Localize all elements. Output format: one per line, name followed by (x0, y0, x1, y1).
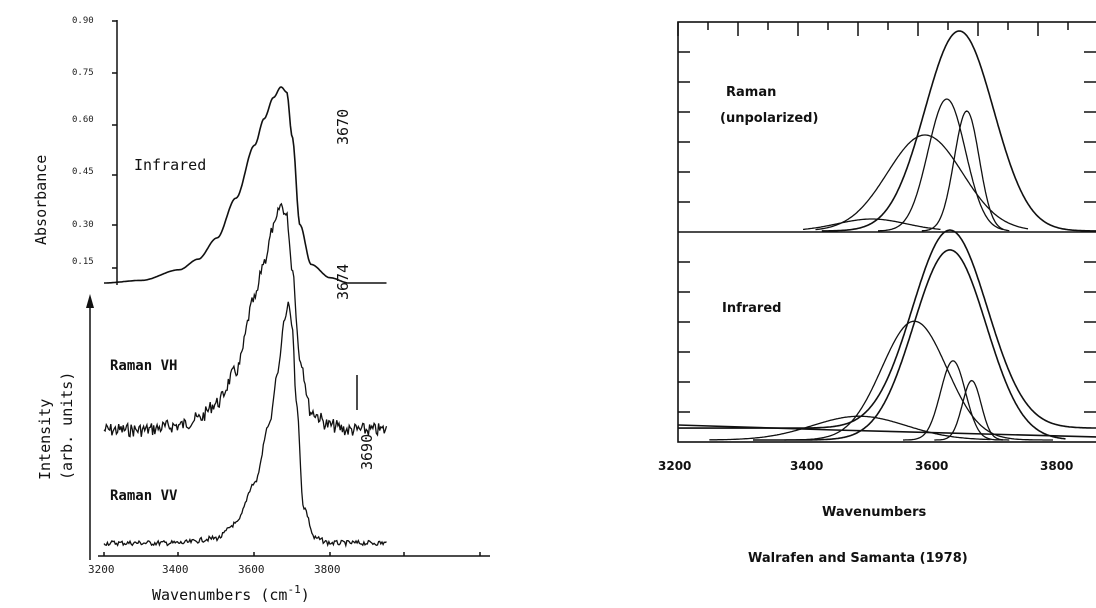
right-infrared-label: Infrared (722, 301, 781, 316)
left-x-ticks (103, 552, 481, 556)
left-x-tick-3600: 3600 (238, 563, 265, 576)
peak-label-3690: 3690 (358, 434, 376, 470)
raman-component-1 (815, 134, 1029, 231)
peak-label-3674: 3674 (334, 264, 352, 300)
absorbance-ticks (112, 20, 117, 269)
infrared-fit-curve (753, 249, 1066, 441)
right-panel: Raman (unpolarized) Infrared 3200 3400 3… (658, 21, 1096, 566)
raman-vh-label: Raman VH (110, 358, 177, 374)
right-x-tick-3800: 3800 (1040, 459, 1073, 473)
right-x-tick-3200: 3200 (658, 459, 691, 473)
infrared-component-3 (934, 379, 1010, 441)
abs-tick-5: 0.15 (72, 257, 94, 267)
abs-tick-1: 0.75 (72, 68, 94, 78)
infrared-component-4 (709, 415, 991, 441)
peak-label-3670: 3670 (334, 109, 352, 145)
raman-unpolarized-label: (unpolarized) (720, 111, 818, 126)
infrared-curve (104, 86, 387, 284)
right-caption: Walrafen and Samanta (1978) (748, 551, 968, 566)
infrared-envelope-curve (678, 229, 1096, 429)
intensity-axis-label-2: (arb. units) (58, 372, 76, 480)
left-x-axis-label: Wavenumbers (cm-1) (152, 583, 310, 604)
intensity-axis-arrow (86, 294, 94, 308)
raman-envelope-curve (821, 30, 1096, 232)
left-panel: 0.90 0.75 0.60 0.45 0.30 0.15 Absorbance… (32, 16, 490, 604)
raman-component-4 (802, 218, 941, 231)
right-frame-ticks (677, 22, 1096, 413)
raman-component-2 (878, 98, 1004, 232)
infrared-label: Infrared (134, 156, 206, 174)
intensity-axis-label-1: Intensity (36, 399, 54, 480)
infrared-baseline (677, 424, 1096, 438)
abs-tick-2: 0.60 (72, 115, 94, 125)
infrared-component-1 (784, 320, 1053, 441)
left-x-tick-3800: 3800 (314, 563, 341, 576)
abs-tick-3: 0.45 (72, 167, 94, 177)
left-x-tick-3200: 3200 (88, 563, 115, 576)
abs-tick-0: 0.90 (72, 16, 94, 26)
raman-component-3 (921, 110, 1010, 232)
right-x-tick-3400: 3400 (790, 459, 823, 473)
raman-vh-curve (103, 202, 388, 438)
raman-vv-label: Raman VV (110, 488, 178, 504)
abs-tick-4: 0.30 (72, 220, 94, 230)
right-x-axis-label: Wavenumbers (822, 505, 927, 520)
right-x-tick-3600: 3600 (915, 459, 948, 473)
infrared-component-2 (903, 360, 1003, 441)
absorbance-axis-label: Absorbance (32, 155, 50, 245)
raman-label: Raman (726, 85, 776, 100)
left-x-tick-3400: 3400 (162, 563, 189, 576)
raman-vv-curve (103, 301, 387, 549)
